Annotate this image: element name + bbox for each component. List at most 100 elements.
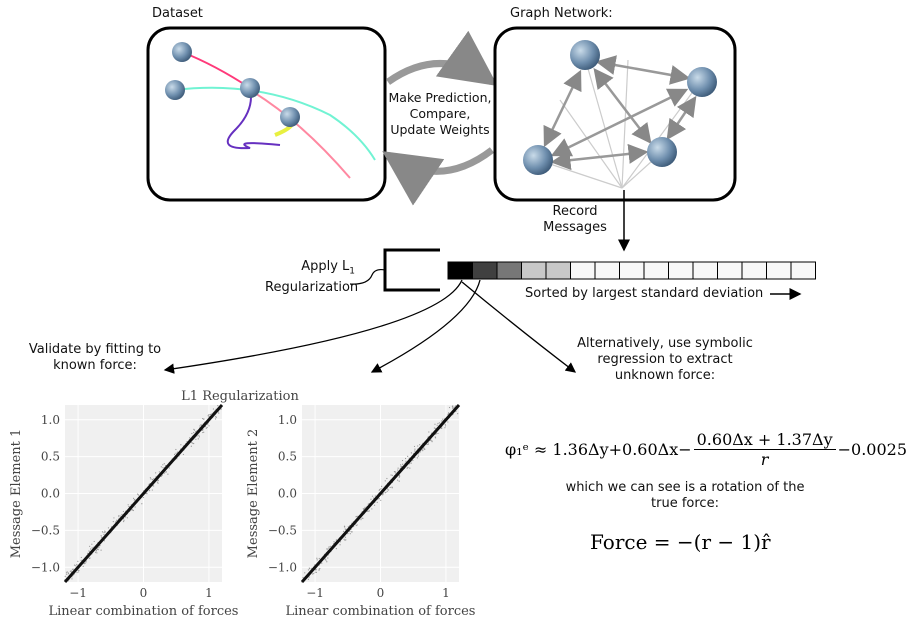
dataset-title: Dataset [152,6,203,21]
y-tick-label: 0.0 [41,487,60,501]
y-axis-label: Message Element 1 [9,429,24,559]
scatter-point [64,575,66,577]
scatter-point [302,576,304,579]
x-tick-label: −1 [69,586,87,600]
scatter-point [311,573,314,575]
scatter-point [100,549,102,551]
scatter-point [191,432,193,435]
scatter-point [212,408,215,410]
scatter-point [367,510,369,512]
scatter-point [435,433,437,435]
scatter-point [314,571,316,573]
validate-line: known force: [53,358,137,373]
scatter-point [342,530,345,532]
rotation-line: true force: [651,496,719,511]
scatter-point [205,427,207,429]
cycle-line: Update Weights [390,122,490,137]
scatter-point [77,571,80,573]
record-label: Record Messages [540,204,610,236]
scatter-point [87,552,89,554]
scatter-point [217,405,219,407]
scatter-point [398,480,400,482]
scatter-point [343,525,346,527]
scatter-point [126,517,128,519]
scatter-point [77,560,79,563]
scatter-point [376,501,378,503]
scatter-point [175,452,177,454]
scatter-point [91,543,93,545]
scatter-point [344,539,346,541]
scatter-point [153,478,155,480]
message-cell [741,261,767,280]
scatter-point [107,527,110,529]
scatter-point [324,558,326,560]
scatter-point [437,432,439,435]
scatter-point [308,576,310,578]
scatter-point [401,465,403,467]
scatter-point [198,436,200,438]
scatter-point [422,450,424,452]
record-line: Record [552,204,598,219]
scatter-point [73,564,76,566]
scatter-point [165,471,167,473]
equation-denominator: r [760,450,769,469]
scatter-point [335,548,337,550]
scatter-point [103,540,105,542]
scatter-point [447,413,449,415]
x-tick-label: 1 [442,586,450,600]
scatter-point [440,427,443,429]
scatter-point [127,504,129,506]
scatter-point [350,531,353,533]
scatter-point [347,533,349,535]
scatter-point [333,541,335,543]
scatter-point [214,416,217,418]
validate-line: Validate by fitting to [28,342,162,357]
scatter-point [373,497,375,499]
graph-box [493,26,737,202]
scatter-point [433,427,435,429]
scatter-point [408,457,410,459]
scatter-point [361,517,363,519]
scatter-point [202,418,204,420]
equation: φ₁ᵉ ≈ 1.36Δy+0.60Δx− 0.60Δx + 1.37Δy r −… [505,430,907,469]
scatter-point [315,571,318,573]
scatter-point [208,414,210,416]
scatter-point [190,445,192,447]
scatter-point [374,495,376,497]
scatter-point [304,572,306,574]
scatter-point [339,544,341,546]
scatter-point [197,438,199,440]
scatter-point [80,556,82,559]
scatter-point [66,573,68,576]
scatter-point [307,578,310,580]
scatter-point [151,479,154,481]
scatter-point [343,538,345,540]
scatter-point [326,561,328,563]
scatter-point [453,406,455,408]
scatter-point [101,536,103,538]
scatter-point [344,536,347,538]
message-cell [717,261,743,280]
particle [165,80,185,100]
scatter-point [434,436,436,438]
y-tick-label: 0.5 [278,450,297,464]
scatter-point [390,474,392,476]
scatter-point [95,551,97,554]
scatter-point [122,520,125,523]
message-cell [447,261,473,280]
sorted-label: Sorted by largest standard deviation [525,286,764,301]
scatter-point [175,448,177,451]
scatter-point [335,539,338,541]
record-line: Messages [543,220,607,235]
message-cell [570,261,596,280]
scatter-point [427,442,429,444]
scatter-point [397,467,399,469]
scatter-point [347,526,349,528]
scatter-point [163,472,165,474]
scatter-point [114,521,117,523]
scatter-point [386,490,388,492]
reg-line: Apply L [301,259,350,274]
symbolic-arrow [461,281,577,373]
y-tick-label: 1.0 [41,413,60,427]
scatter-point [318,569,320,571]
